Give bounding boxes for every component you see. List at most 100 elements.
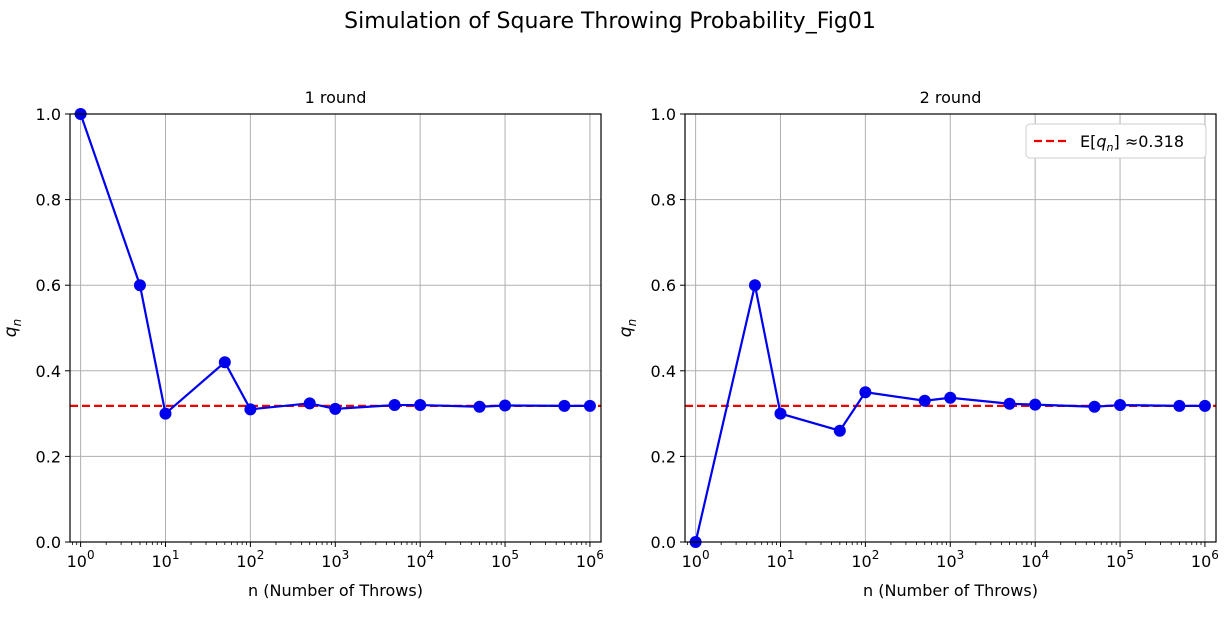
x-tick-label-base: 10 (321, 552, 341, 571)
y-axis-label-subscript: n (625, 319, 639, 327)
x-tick-label: 100 (682, 548, 710, 571)
data-point (388, 399, 401, 412)
y-tick-label: 0.8 (36, 191, 61, 210)
data-point (583, 399, 596, 412)
y-axis-label: qn (616, 319, 639, 337)
x-tick-label-base: 10 (576, 552, 596, 571)
subplot-title: 1 round (305, 88, 367, 107)
data-point (303, 397, 316, 410)
y-tick-label: 0.6 (651, 276, 676, 295)
data-point (774, 407, 787, 420)
data-point (1029, 398, 1042, 411)
x-tick-label-base: 10 (766, 552, 786, 571)
data-point (1173, 399, 1186, 412)
x-tick-label-exponent: 6 (596, 548, 604, 562)
subplot-1-round: 100 101 102 103 104 105 1060.00.20.40.60.81.01… (1, 88, 604, 600)
x-tick-label: 101 (151, 548, 179, 571)
data-point (133, 279, 146, 292)
x-tick-label: 100 (67, 548, 95, 571)
data-point (1198, 399, 1211, 412)
legend-box (1025, 123, 1207, 159)
x-tick-label-exponent: 4 (1042, 548, 1050, 562)
data-point (499, 399, 512, 412)
x-tick-label-exponent: 3 (342, 548, 350, 562)
x-tick-label-base: 10 (682, 552, 702, 571)
axes-frame (684, 113, 1217, 543)
y-tick-label: 0.8 (651, 191, 676, 210)
x-tick-label-base: 10 (1191, 552, 1211, 571)
x-tick-label: 104 (406, 548, 434, 571)
x-tick-label: 104 (1021, 548, 1049, 571)
x-tick-label-base: 10 (936, 552, 956, 571)
legend-label-variable: q (1096, 132, 1106, 151)
x-tick-label-exponent: 2 (257, 548, 265, 562)
x-tick-label: 102 (236, 548, 264, 571)
data-point (329, 402, 342, 415)
data-point (833, 424, 846, 437)
legend: E[qn] ≈0.318 (1025, 123, 1207, 159)
y-tick-label: 0.0 (651, 533, 676, 552)
y-axis-label-base: q (1, 326, 21, 337)
data-point (244, 403, 257, 416)
x-tick-label-exponent: 1 (172, 548, 180, 562)
data-point (1003, 397, 1016, 410)
x-tick-label: 103 (321, 548, 349, 571)
x-tick-label-base: 10 (851, 552, 871, 571)
x-tick-label-exponent: 5 (511, 548, 519, 562)
x-tick-label-exponent: 2 (872, 548, 880, 562)
y-tick-label: 0.2 (651, 447, 676, 466)
x-axis-label: n (Number of Throws) (248, 581, 423, 600)
data-point (859, 386, 872, 399)
legend-label-suffix: ] ≈0.318 (1114, 132, 1185, 151)
axes-frame (69, 113, 602, 543)
y-tick-label: 0.4 (651, 362, 676, 381)
data-point (414, 399, 427, 412)
x-tick-label-base: 10 (406, 552, 426, 571)
x-tick-label-base: 10 (1021, 552, 1041, 571)
x-tick-label-exponent: 4 (427, 548, 435, 562)
subplot-title: 2 round (920, 88, 982, 107)
legend-label-prefix: E[ (1080, 132, 1096, 151)
y-tick-label: 1.0 (36, 105, 61, 124)
x-tick-label-exponent: 6 (1211, 548, 1219, 562)
x-tick-label: 103 (936, 548, 964, 571)
x-tick-label: 102 (851, 548, 879, 571)
x-tick-label-exponent: 1 (787, 548, 795, 562)
figure-suptitle: Simulation of Square Throwing Probabilit… (344, 9, 876, 34)
x-tick-label-exponent: 3 (957, 548, 965, 562)
y-tick-label: 0.4 (36, 362, 61, 381)
y-axis-label: qn (1, 319, 24, 337)
y-tick-label: 0.6 (36, 276, 61, 295)
legend-label-subscript: n (1107, 141, 1114, 154)
x-tick-label-exponent: 0 (87, 548, 95, 562)
x-tick-label: 106 (576, 548, 604, 571)
data-point (1088, 400, 1101, 413)
y-axis-label-base: q (616, 326, 636, 337)
data-point (918, 394, 931, 407)
data-point (473, 400, 486, 413)
y-axis-label-subscript: n (10, 319, 24, 327)
x-tick-label-base: 10 (491, 552, 511, 571)
data-point (1114, 399, 1127, 412)
x-tick-label-base: 10 (67, 552, 87, 571)
data-point (558, 399, 571, 412)
y-tick-label: 1.0 (651, 105, 676, 124)
x-tick-label: 106 (1191, 548, 1219, 571)
y-tick-label: 0.2 (36, 447, 61, 466)
data-point (218, 356, 231, 369)
x-tick-label-base: 10 (1106, 552, 1126, 571)
legend-label: E[qn] ≈0.318 (1080, 132, 1184, 154)
x-tick-label-base: 10 (236, 552, 256, 571)
x-tick-label-base: 10 (151, 552, 171, 571)
y-tick-label: 0.0 (36, 533, 61, 552)
x-tick-label-exponent: 5 (1126, 548, 1134, 562)
x-tick-label: 101 (766, 548, 794, 571)
x-tick-label: 105 (1106, 548, 1134, 571)
data-point (748, 279, 761, 292)
x-tick-label-exponent: 0 (702, 548, 710, 562)
subplot-2-round: 100 101 102 103 104 105 1060.00.20.40.60.81.02… (616, 88, 1219, 600)
data-point (944, 391, 957, 404)
x-tick-label: 105 (491, 548, 519, 571)
x-axis-label: n (Number of Throws) (863, 581, 1038, 600)
